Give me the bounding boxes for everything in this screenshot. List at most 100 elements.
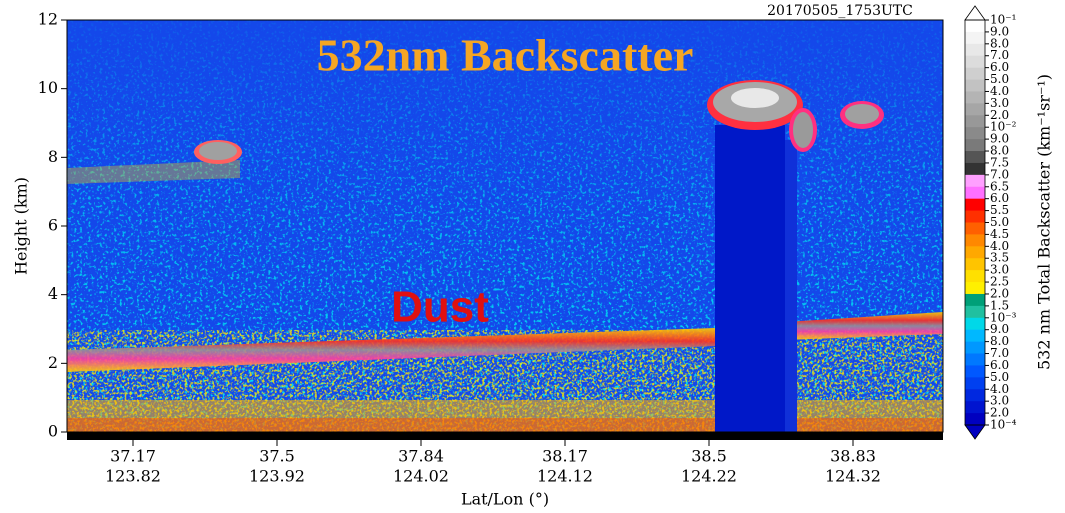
colorbar-tick-label: 3.5 <box>990 251 1009 265</box>
colorbar-tick-label: 2.5 <box>990 275 1009 289</box>
colorbar-segment <box>965 20 985 33</box>
colorbar-segment <box>965 162 985 176</box>
colorbar-extend-bottom <box>964 424 986 440</box>
colorbar-tick-label: 10⁻³ <box>990 310 1017 324</box>
x-tick-label: 37.84 <box>398 447 444 466</box>
colorbar-segment <box>965 67 985 81</box>
y-tick-label: 2 <box>48 353 58 372</box>
colorbar-tick-label: 10⁻² <box>990 120 1017 134</box>
colorbar-segment <box>965 186 985 200</box>
x-tick-label: 38.17 <box>542 447 588 466</box>
colorbar-tick-label: 9.0 <box>990 322 1009 336</box>
colorbar-segment <box>965 413 985 426</box>
colorbar-tick-label: 6.0 <box>990 60 1009 74</box>
y-tick-label: 4 <box>48 284 58 303</box>
y-tick-label: 8 <box>48 147 58 166</box>
colorbar-segment <box>965 246 985 259</box>
colorbar-segment <box>965 222 985 235</box>
colorbar: 10⁻¹9.08.07.06.05.04.03.02.010⁻²9.08.07.… <box>964 5 1017 440</box>
colorbar-tick-label: 2.0 <box>990 108 1009 122</box>
dust-layer <box>67 328 715 372</box>
colorbar-segment <box>965 174 985 188</box>
x-tick-label-lon: 123.92 <box>249 467 305 486</box>
colorbar-extend-top <box>964 5 986 21</box>
colorbar-segment <box>965 91 985 104</box>
colorbar-tick-label: 9.0 <box>990 132 1009 146</box>
x-tick-label-lon: 124.02 <box>393 467 449 486</box>
colorbar-tick-label: 7.0 <box>990 48 1009 62</box>
annotation: Dust <box>391 283 489 332</box>
x-tick-label: 38.5 <box>691 447 727 466</box>
colorbar-segment <box>965 43 985 57</box>
colorbar-segment <box>965 401 985 414</box>
colorbar-segment <box>965 329 985 343</box>
colorbar-tick-label: 6.0 <box>990 358 1009 372</box>
colorbar-segment <box>965 270 985 283</box>
colorbar-tick-label: 2.0 <box>990 286 1009 300</box>
colorbar-segment <box>965 341 985 355</box>
ground-bar <box>67 432 943 440</box>
colorbar-tick-label: 5.0 <box>990 72 1009 86</box>
colorbar-tick-label: 8.0 <box>990 144 1009 158</box>
colorbar-tick-label: 5.0 <box>990 370 1009 384</box>
colorbar-segment <box>965 55 985 69</box>
colorbar-tick-label: 4.0 <box>990 84 1009 98</box>
colorbar-tick-label: 8.0 <box>990 334 1009 348</box>
colorbar-tick-label: 9.0 <box>990 24 1009 38</box>
colorbar-segment <box>965 365 985 378</box>
colorbar-segment <box>965 115 985 128</box>
colorbar-segment <box>965 210 985 223</box>
colorbar-segment <box>965 139 985 152</box>
y-tick-label: 12 <box>38 10 58 29</box>
curtain <box>67 20 943 432</box>
y-tick-label: 0 <box>48 422 58 441</box>
attenuated-column <box>785 140 797 432</box>
y-tick-label: 6 <box>48 216 58 235</box>
chart-title: 532nm Backscatter <box>317 30 694 81</box>
y-axis-label: Height (km) <box>12 177 31 275</box>
colorbar-tick-label: 4.5 <box>990 227 1009 241</box>
colorbar-segment <box>965 234 985 247</box>
colorbar-tick-label: 1.5 <box>990 298 1009 312</box>
colorbar-tick-label: 6.0 <box>990 191 1009 205</box>
colorbar-segment <box>965 198 985 212</box>
surface-layer <box>67 418 943 432</box>
colorbar-segment <box>965 79 985 92</box>
x-tick-label-lon: 124.32 <box>825 467 881 486</box>
x-tick-label: 37.5 <box>259 447 295 466</box>
x-tick-label-lon: 124.12 <box>537 467 593 486</box>
colorbar-segment <box>965 31 985 45</box>
x-tick-label: 37.17 <box>110 447 156 466</box>
colorbar-tick-label: 7.0 <box>990 346 1009 360</box>
colorbar-tick-label: 2.0 <box>990 406 1009 420</box>
colorbar-segment <box>965 389 985 402</box>
x-tick-label-lon: 123.82 <box>105 467 161 486</box>
colorbar-tick-label: 3.0 <box>990 394 1009 408</box>
x-tick-label-lon: 124.22 <box>681 467 737 486</box>
colorbar-segment <box>965 282 985 295</box>
colorbar-label: 532 nm Total Backscatter (km⁻¹sr⁻¹) <box>1035 74 1054 370</box>
colorbar-segment <box>965 305 985 319</box>
colorbar-tick-label: 7.5 <box>990 155 1009 169</box>
colorbar-segment <box>965 353 985 366</box>
colorbar-tick-label: 5.0 <box>990 215 1009 229</box>
y-tick-label: 10 <box>38 78 58 97</box>
colorbar-tick-label: 7.0 <box>990 167 1009 181</box>
colorbar-tick-label: 5.5 <box>990 203 1009 217</box>
colorbar-segment <box>965 293 985 307</box>
colorbar-tick-label: 4.0 <box>990 382 1009 396</box>
x-tick-label: 38.83 <box>830 447 876 466</box>
x-axis-label: Lat/Lon (°) <box>461 490 549 509</box>
thin-layer <box>67 160 240 184</box>
timestamp: 20170505_1753UTC <box>767 3 913 19</box>
colorbar-tick-label: 3.0 <box>990 263 1009 277</box>
colorbar-tick-label: 6.5 <box>990 179 1009 193</box>
colorbar-segment <box>965 127 985 140</box>
colorbar-tick-label: 4.0 <box>990 239 1009 253</box>
colorbar-segment <box>965 317 985 331</box>
clouds <box>194 80 884 164</box>
colorbar-segment <box>965 377 985 390</box>
colorbar-segment <box>965 103 985 116</box>
